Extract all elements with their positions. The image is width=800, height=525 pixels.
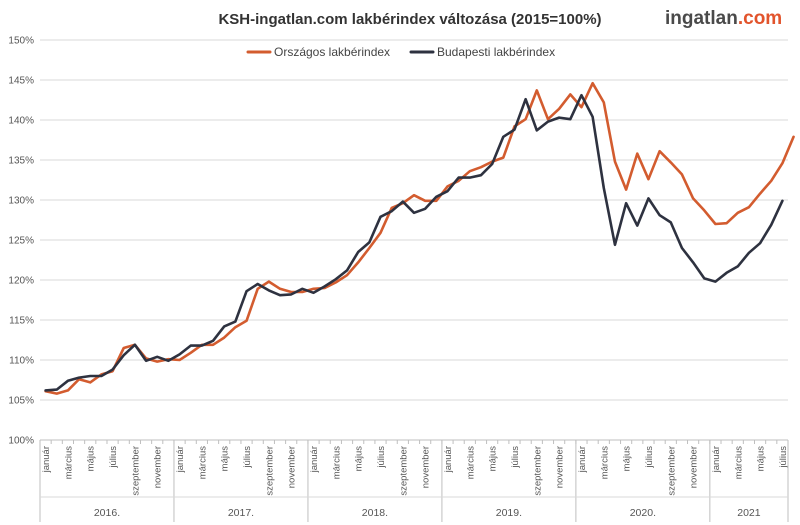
x-tick-label: május xyxy=(488,446,499,472)
x-year-label: 2019. xyxy=(496,507,522,519)
x-year-label: 2021 xyxy=(737,507,761,519)
plot-area xyxy=(44,81,795,395)
x-tick-label: május xyxy=(756,446,767,472)
x-tick-label: március xyxy=(331,446,342,480)
x-tick-label: július xyxy=(108,446,119,469)
x-year-label: 2018. xyxy=(362,507,388,519)
chart-title: KSH-ingatlan.com lakbérindex változása (… xyxy=(218,11,601,28)
series-line-1 xyxy=(44,81,795,395)
series-line-2 xyxy=(44,93,784,392)
y-tick-label: 105% xyxy=(8,396,34,407)
x-tick-label: január xyxy=(41,446,52,473)
brand-logo-part1: ingatlan xyxy=(665,8,738,29)
brand-logo: ingatlan.com xyxy=(665,8,782,29)
x-tick-label: szeptember xyxy=(130,446,141,496)
x-tick-label: május xyxy=(622,446,633,472)
y-tick-label: 130% xyxy=(8,196,34,207)
x-tick-label: március xyxy=(465,446,476,480)
x-tick-label: július xyxy=(376,446,387,469)
x-tick-label: január xyxy=(175,446,186,473)
x-year-label: 2020. xyxy=(630,507,656,519)
x-tick-label: szeptember xyxy=(532,446,543,496)
brand-logo-part2: .com xyxy=(738,8,782,29)
y-tick-label: 150% xyxy=(8,36,34,47)
y-tick-label: 120% xyxy=(8,276,34,287)
legend: Országos lakbérindex Budapesti lakbérinde… xyxy=(246,45,555,59)
y-tick-label: 125% xyxy=(8,236,34,247)
svg-text:ingatlan.com: ingatlan.com xyxy=(665,8,782,29)
x-tick-label: március xyxy=(599,446,610,480)
x-tick-label: július xyxy=(778,446,789,469)
x-tick-label: július xyxy=(242,446,253,469)
x-tick-label: szeptember xyxy=(264,446,275,496)
x-tick-label: szeptember xyxy=(398,446,409,496)
y-tick-label: 145% xyxy=(8,76,34,87)
y-tick-label: 115% xyxy=(9,316,34,327)
x-tick-label: január xyxy=(577,446,588,473)
x-tick-label: január xyxy=(309,446,320,473)
y-tick-label: 110% xyxy=(9,356,34,367)
x-tick-label: november xyxy=(421,446,432,488)
y-tick-label: 100% xyxy=(8,436,34,447)
x-tick-label: március xyxy=(197,446,208,480)
x-tick-label: március xyxy=(63,446,74,480)
legend-label: Országos lakbérindex xyxy=(274,45,390,59)
x-year-label: 2017. xyxy=(228,507,254,519)
y-tick-label: 140% xyxy=(8,116,34,127)
x-tick-label: november xyxy=(555,446,566,488)
x-tick-label: július xyxy=(510,446,521,469)
y-axis: 100% 105% 110% 115% 120% 125% 130% 135% 140% 145%… xyxy=(8,36,34,447)
x-tick-label: január xyxy=(711,446,722,473)
x-tick-label: július xyxy=(644,446,655,469)
x-tick-label: november xyxy=(153,446,164,488)
gridlines xyxy=(40,39,788,441)
x-tick-label: május xyxy=(220,446,231,472)
x-tick-label: május xyxy=(354,446,365,472)
y-tick-label: 135% xyxy=(8,156,34,167)
x-tick-label: november xyxy=(689,446,700,488)
x-year-label: 2016. xyxy=(94,507,120,519)
x-tick-label: május xyxy=(86,446,97,472)
x-axis: január március május július szeptember novemb… xyxy=(39,440,789,522)
x-tick-label: november xyxy=(287,446,298,488)
legend-label: Budapesti lakbérindex xyxy=(437,45,555,59)
x-tick-label: január xyxy=(443,446,454,473)
x-tick-label: március xyxy=(733,446,744,480)
x-tick-label: szeptember xyxy=(666,446,677,496)
